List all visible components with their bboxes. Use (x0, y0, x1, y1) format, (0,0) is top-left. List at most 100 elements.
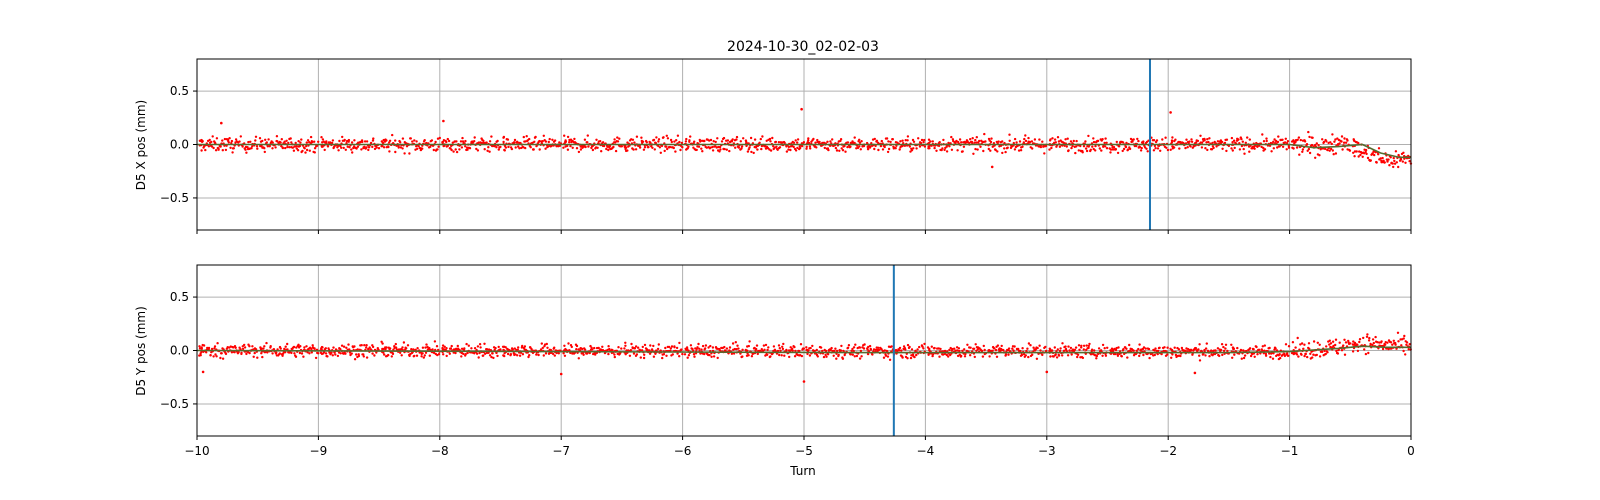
scatter-point (246, 146, 249, 149)
scatter-point (344, 148, 347, 151)
scatter-point (982, 149, 985, 153)
scatter-point (1173, 346, 1176, 349)
scatter-point (475, 147, 478, 151)
scatter-point (373, 147, 377, 151)
scatter-point (265, 141, 268, 144)
scatter-point (950, 148, 954, 151)
scatter-point (877, 348, 881, 352)
scatter-point (371, 352, 374, 355)
scatter-point (535, 353, 538, 356)
scatter-point (1032, 346, 1035, 349)
scatter-point (428, 346, 431, 350)
scatter-point (673, 140, 676, 143)
scatter-point (517, 346, 520, 349)
scatter-point (802, 380, 806, 383)
scatter-point (913, 355, 916, 359)
scatter-point (1004, 150, 1007, 154)
scatter-point (877, 148, 880, 152)
scatter-point (1318, 355, 1322, 358)
scatter-point (783, 141, 786, 144)
scatter-point (917, 137, 920, 140)
scatter-point (1379, 157, 1382, 160)
scatter-point (879, 144, 883, 148)
scatter-point (1230, 147, 1233, 150)
scatter-point (969, 346, 972, 349)
scatter-point (487, 146, 490, 149)
scatter-point (1331, 340, 1335, 343)
scatter-point (1222, 345, 1225, 349)
scatter-point (1331, 149, 1335, 152)
scatter-point (1340, 349, 1344, 352)
scatter-point (473, 352, 476, 355)
scatter-point (1031, 147, 1034, 150)
scatter-point (898, 349, 901, 352)
scatter-point (353, 345, 356, 348)
scatter-point (1236, 346, 1239, 350)
scatter-point (616, 140, 620, 143)
scatter-point (778, 347, 781, 350)
scatter-point (369, 141, 373, 145)
scatter-point (1106, 346, 1109, 349)
scatter-point (262, 347, 265, 350)
scatter-point (563, 134, 566, 137)
scatter-point (1117, 346, 1120, 349)
scatter-point (661, 356, 664, 360)
scatter-point (1322, 140, 1326, 144)
scatter-point (898, 148, 901, 151)
scatter-point (902, 345, 906, 348)
scatter-point (1174, 138, 1177, 141)
scatter-point (910, 348, 914, 351)
scatter-point (344, 352, 347, 355)
scatter-point (476, 345, 480, 348)
scatter-point (837, 353, 840, 357)
scatter-point (649, 344, 652, 347)
scatter-point (1295, 146, 1299, 149)
scatter-point (758, 141, 761, 144)
scatter-point (904, 139, 907, 142)
scatter-point (996, 344, 1000, 347)
scatter-point (548, 137, 551, 141)
scatter-point (210, 140, 213, 144)
scatter-point (1392, 339, 1396, 342)
scatter-point (562, 146, 565, 149)
scatter-point (243, 346, 247, 349)
scatter-point (740, 147, 743, 150)
scatter-point (996, 150, 999, 153)
scatter-point (1270, 150, 1273, 153)
scatter-point (1308, 151, 1312, 155)
scatter-point (969, 138, 972, 141)
scatter-point (984, 140, 987, 143)
scatter-point (326, 355, 329, 358)
scatter-point (1084, 147, 1088, 150)
scatter-point (1154, 347, 1157, 350)
scatter-point (858, 141, 862, 144)
scatter-point (931, 353, 935, 356)
scatter-point (635, 135, 639, 138)
scatter-point (714, 140, 717, 144)
scatter-point (473, 136, 476, 139)
scatter-point (680, 348, 683, 351)
scatter-point (566, 148, 570, 151)
scatter-point (1103, 141, 1106, 145)
scatter-point (518, 354, 522, 357)
scatter-point (1400, 344, 1403, 347)
scatter-point (355, 147, 358, 150)
scatter-point (445, 354, 448, 358)
scatter-point (1305, 143, 1309, 146)
scatter-point (483, 342, 486, 345)
scatter-point (208, 138, 211, 142)
scatter-point (689, 135, 692, 138)
scatter-point (859, 349, 863, 353)
smoothed-line (196, 345, 1411, 354)
scatter-point (693, 140, 696, 143)
scatter-point (1008, 139, 1011, 142)
scatter-point (1402, 349, 1405, 353)
scatter-point (858, 346, 862, 349)
scatter-point (887, 140, 890, 143)
scatter-point (1389, 341, 1393, 344)
scatter-point (261, 139, 264, 143)
scatter-point (1170, 356, 1173, 359)
scatter-point (853, 136, 856, 139)
scatter-point (1208, 137, 1211, 140)
scatter-point (1146, 150, 1149, 153)
